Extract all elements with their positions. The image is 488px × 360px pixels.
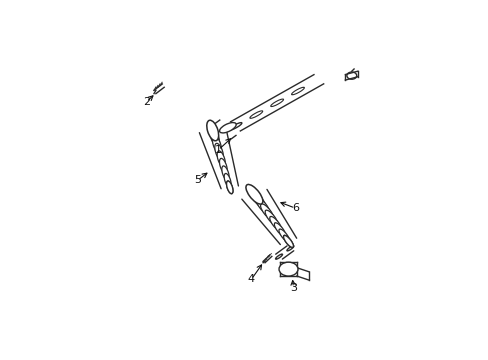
- Ellipse shape: [249, 111, 262, 118]
- Ellipse shape: [270, 99, 283, 107]
- Text: 1: 1: [214, 145, 222, 155]
- Ellipse shape: [278, 229, 289, 242]
- Text: 5: 5: [194, 175, 201, 185]
- Ellipse shape: [264, 210, 277, 225]
- Ellipse shape: [226, 181, 232, 194]
- Ellipse shape: [286, 246, 293, 251]
- Ellipse shape: [224, 174, 231, 187]
- Ellipse shape: [228, 123, 242, 130]
- Ellipse shape: [206, 120, 218, 141]
- Text: 6: 6: [291, 203, 298, 213]
- Text: 3: 3: [289, 283, 296, 293]
- Ellipse shape: [275, 254, 282, 259]
- Ellipse shape: [274, 223, 285, 237]
- Ellipse shape: [217, 151, 225, 167]
- Ellipse shape: [246, 185, 262, 203]
- Ellipse shape: [214, 143, 223, 160]
- Ellipse shape: [222, 166, 229, 180]
- Ellipse shape: [219, 158, 227, 174]
- Ellipse shape: [210, 128, 219, 147]
- Ellipse shape: [291, 87, 304, 95]
- Ellipse shape: [207, 121, 217, 140]
- Ellipse shape: [283, 235, 293, 247]
- Ellipse shape: [212, 136, 221, 154]
- Ellipse shape: [219, 122, 236, 133]
- Ellipse shape: [226, 181, 232, 194]
- Ellipse shape: [283, 235, 293, 247]
- Circle shape: [279, 262, 297, 276]
- Text: 2: 2: [142, 97, 150, 107]
- Ellipse shape: [245, 184, 263, 204]
- Text: 4: 4: [247, 274, 254, 284]
- Ellipse shape: [260, 204, 273, 220]
- Ellipse shape: [251, 191, 265, 209]
- Ellipse shape: [255, 198, 269, 215]
- Ellipse shape: [269, 216, 281, 231]
